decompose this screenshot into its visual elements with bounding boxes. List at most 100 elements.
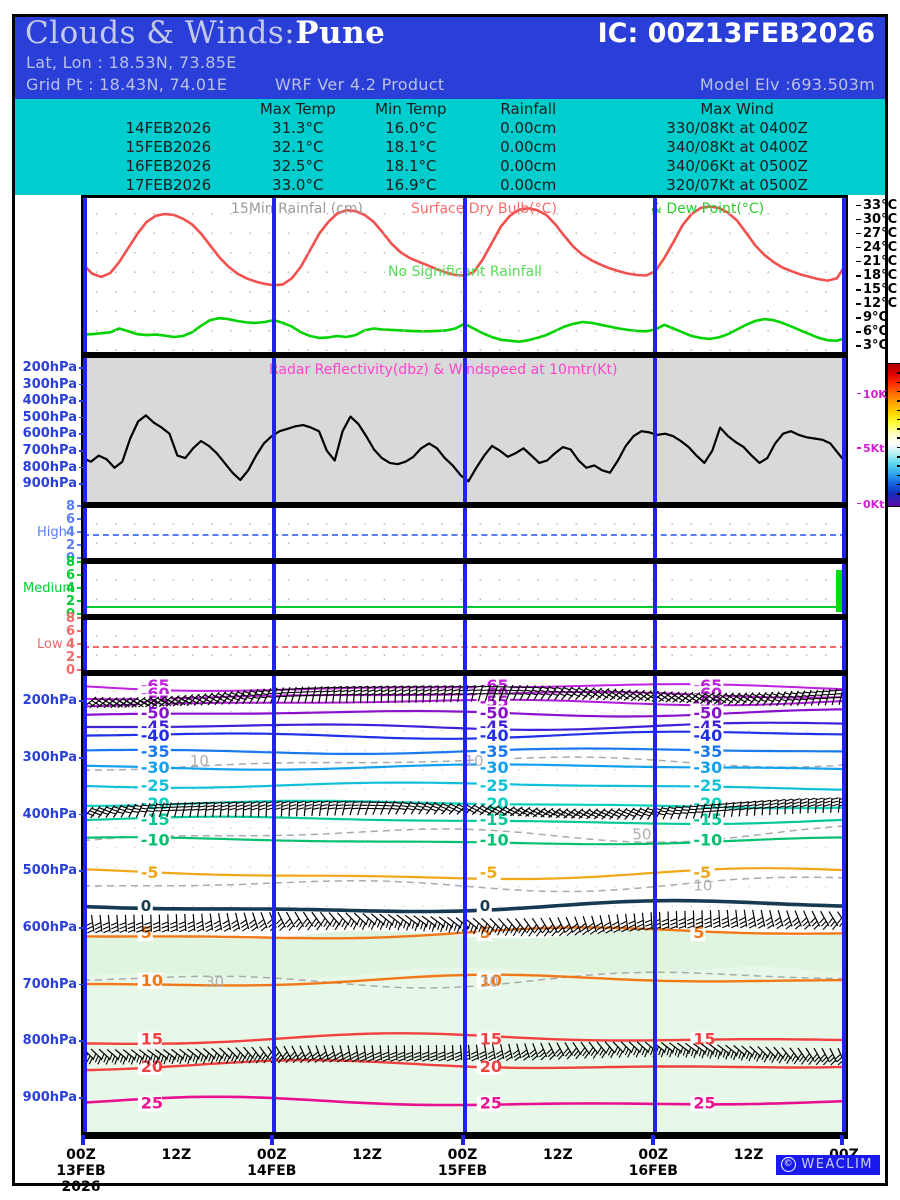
wind-barb-flag [382, 918, 387, 926]
wind-barb-flag [514, 1056, 521, 1061]
windspeed-tick-label: 0Kt [856, 497, 885, 511]
wind-barb [561, 686, 573, 701]
wind-barb-flag [119, 925, 127, 930]
wind-barb [799, 798, 802, 814]
wind-barb-flag [382, 1058, 390, 1062]
wind-barb-flag [266, 804, 274, 808]
wind-barb-flag [712, 917, 720, 921]
wind-barb [519, 684, 529, 701]
wind-barb-flag [738, 1051, 742, 1059]
wind-barb-flag [320, 804, 328, 807]
wind-barb-flag [253, 1054, 259, 1061]
wind-barb-flag [751, 1050, 756, 1058]
wind-barb [675, 911, 678, 929]
wind-barb-flag [437, 689, 445, 692]
wind-barb [658, 911, 661, 929]
cross-section-pressure-axis: 200hPa 300hPa 400hPa 500hPa 600hPa 700hPa 800h… [23, 673, 84, 1135]
wind-barb-flag [557, 1054, 564, 1060]
wind-barb [89, 696, 104, 709]
wind-barb-flag [831, 797, 839, 801]
wind-barb-flag [117, 811, 125, 815]
wind-barb-flag [533, 810, 540, 816]
wind-barb-flag [479, 1050, 486, 1055]
wind-barb-flag [350, 1051, 358, 1056]
cloud-tick-label: 8 [65, 555, 82, 570]
isotherm-label: 0 [480, 897, 490, 915]
wind-barb [319, 911, 332, 926]
wind-barb-flag [210, 1056, 215, 1064]
wind-barb [120, 804, 130, 818]
isotherm-label: 15 [141, 1030, 163, 1049]
wind-barb-flag [178, 924, 186, 929]
wind-barb-flag [123, 702, 130, 708]
wind-barb-flag [149, 804, 157, 806]
colorbar-tick [897, 428, 900, 430]
wind-barb-flag [471, 1054, 479, 1059]
wind-barb-flag [374, 1051, 382, 1056]
wind-barb-flag [526, 927, 532, 934]
wind-barb-flag [784, 1054, 789, 1062]
wind-barb-flag [745, 1052, 750, 1060]
wind-barb-flag [423, 685, 431, 689]
wind-barb-flag [732, 808, 740, 811]
wind-barb-flag [660, 810, 668, 813]
wind-barb-flag [488, 1057, 496, 1062]
wind-barb-flag [628, 924, 636, 928]
wind-barb-flag [649, 1048, 654, 1056]
wind-barb [371, 1045, 375, 1061]
wind-barb-flag [525, 689, 533, 692]
wind-barb-flag [402, 689, 410, 693]
label-backdrop [476, 777, 510, 794]
wind-barb [290, 686, 297, 704]
wind-barb-flag [395, 689, 403, 693]
wind-barb [609, 688, 624, 701]
wind-barb-flag [405, 1054, 413, 1059]
cell-date: 17FEB2026 [125, 176, 212, 195]
wind-barb-flag [328, 804, 336, 807]
wind-barb [379, 913, 394, 926]
wind-barb-flag [693, 1051, 697, 1059]
wind-barb-flag [730, 916, 737, 921]
wind-barb-flag [515, 811, 522, 817]
wind-barb [616, 689, 631, 701]
wind-barb-flag [248, 919, 256, 925]
wind-barb-flag [179, 1057, 183, 1065]
temp-tick-label: 12°C [855, 296, 898, 312]
isotherm-label: -50 [693, 703, 722, 722]
wind-barb-flag [179, 928, 187, 933]
wind-barb-flag [437, 692, 445, 696]
wind-barb [633, 913, 637, 931]
wind-barb [106, 1048, 119, 1060]
colorbar-tick [897, 409, 900, 411]
wind-barb-flag [429, 1051, 437, 1055]
wind-barb-flag [153, 925, 160, 929]
wind-barb-flag [711, 807, 719, 809]
colorbar-tick [897, 474, 900, 477]
wind-barb-flag [815, 1059, 822, 1066]
wind-barb-flag [343, 807, 351, 810]
x-axis-label: 12Z [161, 1147, 192, 1163]
isotherm-label: -25 [480, 776, 509, 795]
cloud-tick-label: 4 [65, 525, 82, 540]
wind-barb-flag [334, 923, 340, 931]
wind-barb-flag [556, 1051, 563, 1057]
wind-barb-flag [596, 925, 604, 931]
wind-barb-flag [535, 808, 543, 814]
wind-barb [352, 686, 356, 704]
wind-barb-flag [269, 925, 276, 932]
cloud-band-high [81, 505, 848, 561]
wind-barb [441, 802, 453, 815]
wind-barb [415, 685, 418, 703]
wind-barb [154, 1049, 168, 1059]
wind-barb-flag [637, 927, 645, 932]
wind-barb-flag [391, 918, 395, 926]
wind-barb-flag [95, 702, 103, 708]
wind-barb [179, 1048, 192, 1059]
wind-barb [568, 686, 581, 700]
wind-barb-flag [160, 1055, 164, 1063]
wind-barb [717, 1044, 730, 1055]
wind-barb-flag [405, 1051, 413, 1056]
initial-condition: IC: 00Z13FEB2026 [597, 18, 875, 49]
wind-barb-flag [169, 921, 177, 925]
wind-barb-flag [685, 697, 692, 703]
